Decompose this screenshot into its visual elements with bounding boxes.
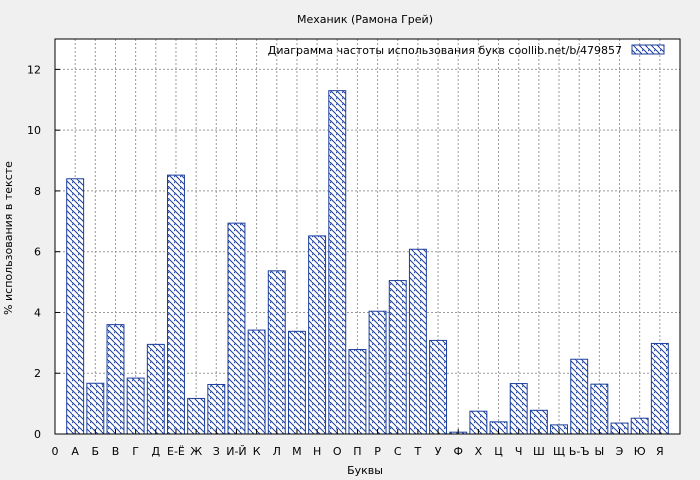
x-tick-label: Р [374, 445, 381, 458]
x-tick-label: В [112, 445, 120, 458]
bar [408, 248, 427, 435]
bar [590, 383, 609, 435]
x-tick-label: К [253, 445, 261, 458]
bar [388, 280, 407, 435]
y-tick-label: 0 [34, 428, 41, 441]
y-tick-label: 12 [27, 63, 41, 76]
x-tick-label: 0 [52, 445, 59, 458]
bar [368, 310, 387, 435]
bar [207, 383, 226, 435]
y-tick-label: 10 [27, 124, 41, 137]
x-tick-label: У [435, 445, 442, 458]
y-axis-label: % использования в тексте [2, 161, 15, 315]
plot-frame [54, 38, 681, 435]
x-tick-label: И-Й [226, 445, 246, 458]
legend: Диаграмма частоты использования букв coo… [268, 44, 665, 57]
y-tick-label: 6 [34, 246, 41, 259]
y-tick-labels: 0 2 4 6 8 10 12 [27, 63, 60, 441]
legend-swatch [631, 44, 665, 55]
x-tick-label: Н [313, 445, 321, 458]
x-tick-label: А [71, 445, 79, 458]
x-tick-label: Я [656, 445, 664, 458]
bar [308, 235, 327, 435]
bar [227, 222, 246, 435]
x-tick-label: С [394, 445, 402, 458]
bar [187, 397, 206, 435]
x-tick-label: Ч [515, 445, 523, 458]
bar [509, 383, 528, 435]
bar [650, 342, 669, 435]
bar [287, 330, 306, 435]
x-tick-label: Б [92, 445, 100, 458]
chart-title: Механик (Рамона Грей) [297, 13, 433, 26]
x-tick-label: Ф [453, 445, 462, 458]
x-tick-label: Е-Ё [167, 445, 185, 458]
x-tick-label: Ж [190, 445, 202, 458]
x-tick-label: Ь-Ъ [569, 445, 590, 458]
x-tick-label: Э [616, 445, 624, 458]
x-tick-label: Ю [634, 445, 646, 458]
bar [429, 339, 448, 435]
x-tick-label: П [353, 445, 361, 458]
bar [570, 358, 589, 435]
y-tick-label: 8 [34, 185, 41, 198]
bar [146, 343, 165, 435]
x-tick-labels: 0 А Б В Г Д Е-Ё Ж З И-Й К Л М Н О П Р С Т У Ф Х Ц Ч Ш Щ Ь-Ъ Ы Э Ю Я [52, 429, 664, 458]
bar [267, 270, 286, 435]
x-tick-label: Л [273, 445, 281, 458]
bar [86, 382, 105, 435]
x-tick-label: Щ [553, 445, 565, 458]
bar [66, 178, 85, 435]
bar [126, 377, 145, 435]
x-tick-label: Д [152, 445, 161, 458]
bar [328, 90, 347, 435]
x-tick-label: Ш [533, 445, 545, 458]
x-tick-label: О [333, 445, 342, 458]
legend-label: Диаграмма частоты использования букв coo… [268, 44, 622, 57]
x-tick-label: Ц [494, 445, 503, 458]
x-tick-label: Ы [594, 445, 604, 458]
x-tick-label: Г [132, 445, 139, 458]
bar [106, 324, 125, 435]
bar [167, 174, 185, 435]
x-tick-label: З [213, 445, 220, 458]
x-tick-label: Т [414, 445, 422, 458]
y-tick-label: 4 [34, 306, 41, 319]
x-tick-label: Х [475, 445, 483, 458]
bar [348, 349, 367, 435]
bars [66, 90, 669, 435]
bar [247, 329, 266, 435]
x-tick-label: М [292, 445, 302, 458]
y-tick-label: 2 [34, 367, 41, 380]
x-axis-label: Буквы [347, 464, 383, 477]
